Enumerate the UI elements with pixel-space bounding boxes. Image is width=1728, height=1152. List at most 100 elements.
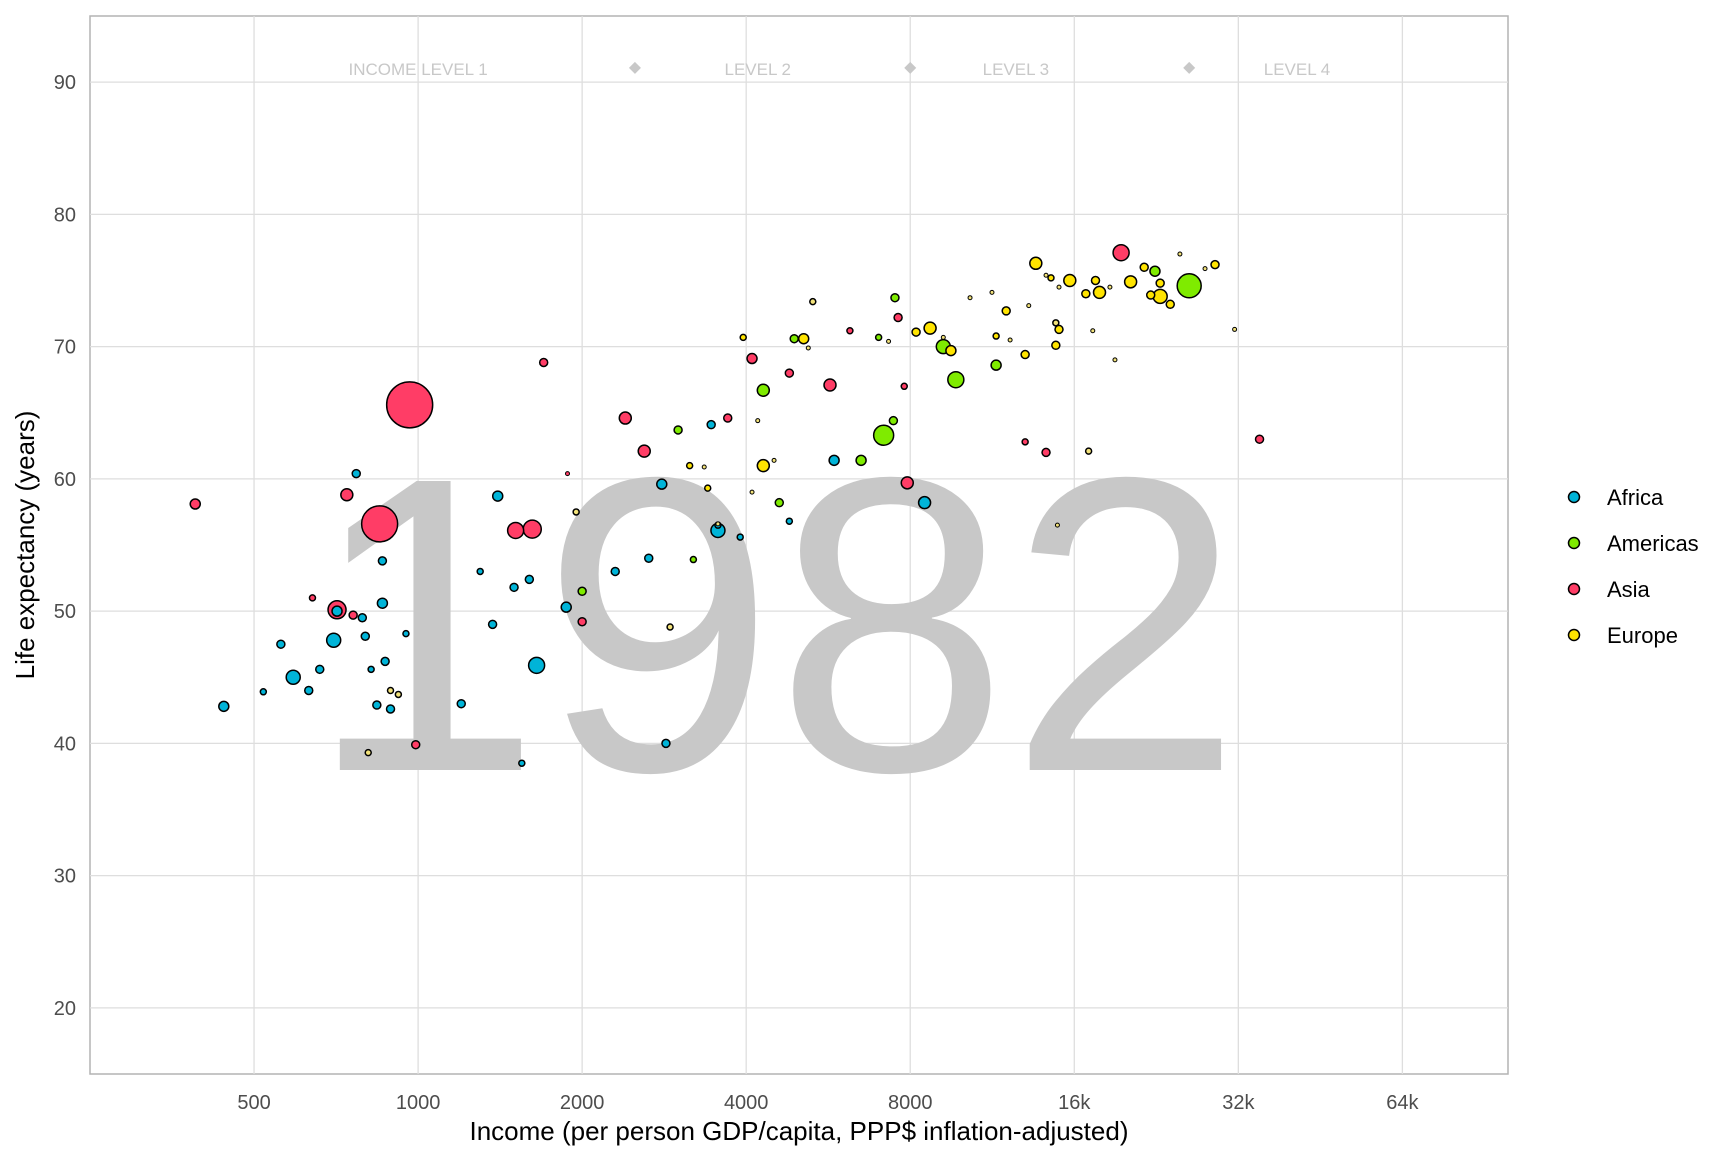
data-point-africa: [360, 631, 371, 642]
data-point-europe: [756, 458, 771, 473]
data-point-unclassified: [809, 297, 817, 306]
data-point-europe: [1001, 306, 1011, 316]
data-point-europe: [911, 327, 921, 337]
legend-key-asia: [1567, 582, 1581, 596]
x-tick-label: 2000: [560, 1092, 605, 1114]
data-point-africa: [736, 533, 744, 541]
legend-label-americas: Americas: [1607, 531, 1699, 556]
data-point-asia: [410, 739, 421, 750]
data-point-africa: [385, 704, 396, 714]
data-point-americas: [774, 497, 785, 508]
data-point-americas: [990, 359, 1002, 371]
legend: Africa Americas Asia Europe: [1567, 485, 1699, 648]
data-point-asia: [385, 381, 434, 429]
y-tick-label: 30: [54, 866, 76, 888]
data-point-asia: [189, 498, 201, 510]
x-tick-label: 1000: [396, 1092, 441, 1114]
y-tick-label: 40: [54, 733, 76, 755]
data-point-asia: [577, 616, 587, 627]
data-point-americas: [1149, 265, 1161, 277]
data-point-unclassified: [1107, 284, 1113, 290]
data-point-africa: [357, 612, 368, 623]
data-point-europe: [1139, 262, 1149, 273]
data-point-asia: [900, 476, 915, 490]
y-tick-label: 20: [54, 998, 76, 1020]
data-point-unclassified: [1056, 284, 1062, 290]
data-point-africa: [377, 556, 388, 566]
data-point-asia: [348, 610, 358, 620]
data-point-africa: [491, 490, 504, 502]
data-point-europe: [1092, 285, 1107, 300]
data-point-africa: [259, 688, 268, 696]
data-point-africa: [456, 698, 466, 709]
y-tick-label: 90: [54, 72, 76, 94]
data-point-asia: [722, 413, 733, 423]
data-point-africa: [917, 495, 932, 510]
income-level-label: LEVEL 3: [983, 60, 1049, 79]
data-point-africa: [351, 468, 361, 479]
data-point-unclassified: [1090, 328, 1096, 334]
data-point-asia: [1254, 434, 1265, 444]
legend-label-asia: Asia: [1607, 577, 1651, 602]
y-tick-label: 80: [54, 204, 76, 226]
data-point-africa: [518, 759, 526, 767]
data-point-americas: [874, 333, 883, 342]
data-point-asia: [784, 368, 795, 378]
data-point-americas: [577, 586, 587, 597]
data-point-europe: [1210, 259, 1220, 270]
x-tick-label: 32k: [1222, 1092, 1255, 1114]
data-point-africa: [476, 567, 484, 576]
income-level-label: LEVEL 4: [1264, 60, 1330, 79]
data-point-africa: [706, 419, 716, 430]
data-point-americas: [789, 333, 799, 344]
data-point-africa: [661, 738, 671, 749]
data-point-europe: [685, 461, 694, 470]
year-watermark: 1982: [308, 391, 1242, 860]
data-point-americas: [689, 555, 698, 564]
data-point-africa: [315, 664, 325, 675]
data-point-europe: [1081, 288, 1091, 299]
legend-key-americas: [1567, 536, 1581, 550]
data-point-europe: [1054, 324, 1064, 335]
income-level-label: INCOME LEVEL 1: [348, 60, 487, 79]
data-point-asia: [893, 312, 903, 323]
x-axis-title: Income (per person GDP/capita, PPP$ infl…: [469, 1116, 1128, 1146]
data-point-americas: [947, 370, 965, 389]
data-point-asia: [340, 487, 354, 502]
x-tick-label: 500: [237, 1092, 270, 1114]
data-point-asia: [618, 411, 633, 425]
data-point-unclassified: [749, 489, 755, 495]
data-point-europe: [1165, 299, 1175, 310]
legend-label-africa: Africa: [1607, 485, 1664, 510]
plot-panel: [89, 15, 1509, 1075]
data-point-unclassified: [386, 686, 395, 695]
data-point-unclassified: [1043, 272, 1049, 278]
data-point-africa: [218, 700, 230, 713]
legend-key-africa: [1567, 490, 1581, 504]
gridlines: [90, 16, 1508, 1074]
data-point-unclassified: [666, 623, 674, 631]
data-point-unclassified: [701, 464, 707, 470]
data-point-europe: [945, 344, 957, 357]
data-point-unclassified: [394, 690, 403, 699]
income-level-marker: [628, 61, 641, 74]
data-point-unclassified: [1177, 251, 1183, 257]
data-point-unclassified: [572, 508, 580, 516]
data-point-americas: [872, 424, 895, 446]
data-point-europe: [1155, 278, 1165, 288]
data-point-americas: [756, 383, 771, 398]
data-point-europe: [1145, 290, 1156, 300]
data-point-africa: [487, 619, 498, 630]
data-point-unclassified: [1052, 319, 1060, 327]
x-tick-label: 8000: [888, 1092, 933, 1114]
data-point-unclassified: [886, 338, 892, 344]
data-point-unclassified: [805, 345, 811, 351]
x-tick-label: 16k: [1058, 1092, 1091, 1114]
data-point-asia: [538, 357, 549, 368]
data-point-unclassified: [940, 334, 946, 340]
data-point-unclassified: [989, 289, 995, 295]
data-point-americas: [673, 425, 683, 435]
y-axis-title: Life expectancy (years): [10, 411, 40, 680]
data-point-africa: [610, 566, 620, 577]
data-point-asia: [360, 505, 399, 543]
